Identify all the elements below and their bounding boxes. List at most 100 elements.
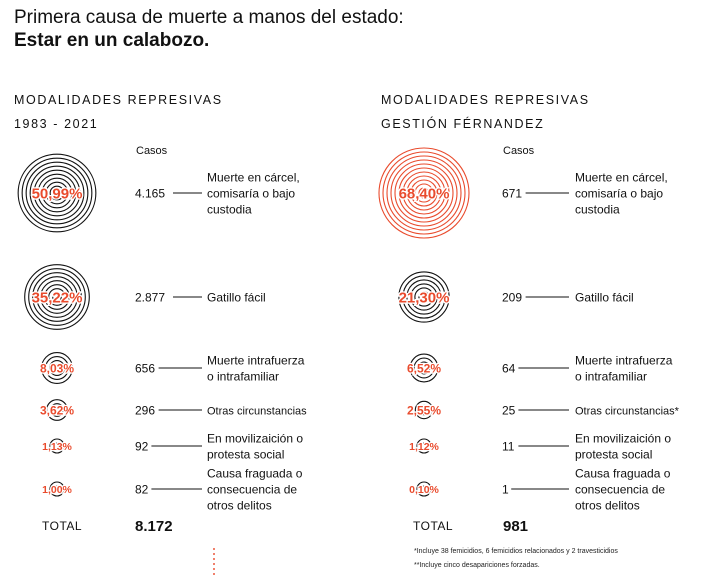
- left-category-label-line: custodia: [207, 203, 252, 217]
- left-bubble-4: [46, 399, 68, 421]
- panel-right-title-line-2: GESTIÓN FÉRNANDEZ: [381, 117, 545, 131]
- right-cases-label-5: 11: [502, 440, 515, 454]
- right-bubble-3: [409, 353, 439, 383]
- right-percent-label-5: 1,12%: [409, 441, 439, 453]
- right-ring: [420, 442, 428, 450]
- left-ring: [17, 153, 97, 233]
- panel-left-title-line-1: MODALIDADES REPRESIVAS: [14, 93, 223, 107]
- right-ring: [410, 283, 438, 311]
- left-ring: [40, 280, 74, 314]
- right-category-label-line: o intrafamiliar: [575, 370, 647, 384]
- right-ring: [398, 271, 450, 323]
- left-ring: [44, 284, 70, 310]
- right-cases-label-3: 64: [502, 362, 516, 376]
- right-ring: [378, 147, 470, 239]
- right-ring: [398, 167, 450, 219]
- right-category-label-line: protesta social: [575, 448, 652, 462]
- right-bubble-1: [378, 147, 470, 239]
- left-category-label-line: Muerte en cárcel,: [207, 171, 300, 185]
- left-ring: [24, 264, 90, 330]
- left-total-label: TOTAL: [42, 519, 82, 533]
- right-category-label-line: Gatillo fácil: [575, 291, 634, 305]
- left-category-label-line: Gatillo fácil: [207, 291, 266, 305]
- right-bubble-6: [416, 481, 432, 497]
- right-ring: [410, 179, 438, 207]
- right-ring: [402, 171, 446, 215]
- footnote-2: **Incluye cinco desapariciones forzadas.: [414, 562, 540, 569]
- left-cases-label-4: 296: [135, 404, 155, 418]
- right-ring: [416, 481, 432, 497]
- right-category-label-line: otros delitos: [575, 499, 640, 513]
- right-ring: [418, 291, 430, 303]
- left-category-label-line: Causa fraguada o: [207, 467, 303, 481]
- left-ring: [54, 407, 60, 413]
- right-ring: [409, 353, 439, 383]
- right-category-label-3: Muerte intrafuerza o intrafamiliar: [575, 354, 673, 384]
- right-category-label-5: En movilizaición o protesta social: [575, 432, 671, 462]
- title-line-2: Estar en un calabozo.: [14, 30, 210, 51]
- left-category-label-1: Muerte en cárcel, comisaría o bajo custodi…: [207, 171, 300, 217]
- panel-left-title-line-2: 1983 - 2021: [14, 117, 99, 131]
- left-ring: [49, 185, 65, 201]
- left-category-label-line: Muerte intrafuerza: [207, 354, 305, 368]
- left-bubble-6: [49, 481, 65, 497]
- left-ring: [29, 165, 85, 221]
- left-bubble-3: [41, 352, 73, 384]
- left-percent-label-3: 8,03%: [40, 361, 74, 375]
- right-category-label-line: Otras circunstancias*: [575, 406, 680, 418]
- left-category-label-line: consecuencia de: [207, 483, 297, 497]
- footnote-1: *Incluye 38 femicidios, 6 femicidios rel…: [414, 548, 618, 555]
- left-ring: [28, 268, 86, 326]
- right-ring: [394, 163, 454, 223]
- left-ring: [45, 181, 69, 205]
- right-ring: [421, 365, 427, 371]
- left-bubble-1: [17, 153, 97, 233]
- left-percent-label-1: 50,99%: [32, 185, 83, 202]
- right-category-label-2: Gatillo fácil: [575, 291, 634, 305]
- left-percent-label-5: 1,13%: [42, 441, 72, 453]
- left-cases-label-2: 2.877: [135, 291, 165, 305]
- left-ring: [53, 442, 61, 450]
- right-ring: [414, 183, 434, 203]
- left-cases-label-1: 4.165: [135, 187, 165, 201]
- right-percent-label-3: 6,52%: [407, 361, 441, 375]
- right-ring: [414, 287, 434, 307]
- right-percent-label-1: 68,40%: [399, 185, 450, 202]
- right-total-value: 981: [503, 518, 528, 535]
- right-category-label-line: En movilizaición o: [575, 432, 671, 446]
- right-category-label-line: Causa fraguada o: [575, 467, 671, 481]
- left-ring: [41, 177, 73, 209]
- right-category-label-1: Muerte en cárcel, comisaría o bajo custodi…: [575, 171, 668, 217]
- left-ring: [41, 352, 73, 384]
- left-category-label-2: Gatillo fácil: [207, 291, 266, 305]
- left-ring: [49, 481, 65, 497]
- cases-header-right: Casos: [503, 145, 535, 157]
- left-ring: [32, 272, 82, 322]
- right-ring: [418, 187, 430, 199]
- right-bubble-5: [416, 438, 432, 454]
- left-ring: [48, 288, 66, 306]
- left-category-label-line: o intrafamiliar: [207, 370, 279, 384]
- right-cases-label-6: 1: [502, 483, 509, 497]
- left-ring: [45, 356, 69, 380]
- left-ring: [37, 173, 77, 213]
- left-category-label-3: Muerte intrafuerza o intrafamiliar: [207, 354, 305, 384]
- right-percent-label-4: 2,55%: [407, 403, 441, 417]
- left-ring: [49, 360, 65, 376]
- right-category-label-line: comisaría o bajo: [575, 187, 663, 201]
- left-ring: [46, 399, 68, 421]
- right-ring: [386, 155, 462, 231]
- left-ring: [36, 276, 78, 318]
- left-category-label-line: En movilizaición o: [207, 432, 303, 446]
- panel-right-title: MODALIDADES REPRESIVAS GESTIÓN FÉRNANDEZ: [381, 88, 590, 136]
- left-total-value: 8.172: [135, 518, 173, 535]
- right-cases-label-1: 671: [502, 187, 522, 201]
- left-category-label-line: otros delitos: [207, 499, 272, 513]
- right-category-label-line: custodia: [575, 203, 620, 217]
- left-category-label-4: Otras circunstancias: [207, 406, 307, 418]
- left-ring: [49, 438, 65, 454]
- right-category-label-4: Otras circunstancias*: [575, 406, 680, 418]
- right-ring: [402, 275, 446, 319]
- right-percent-label-2: 21,30%: [399, 289, 450, 306]
